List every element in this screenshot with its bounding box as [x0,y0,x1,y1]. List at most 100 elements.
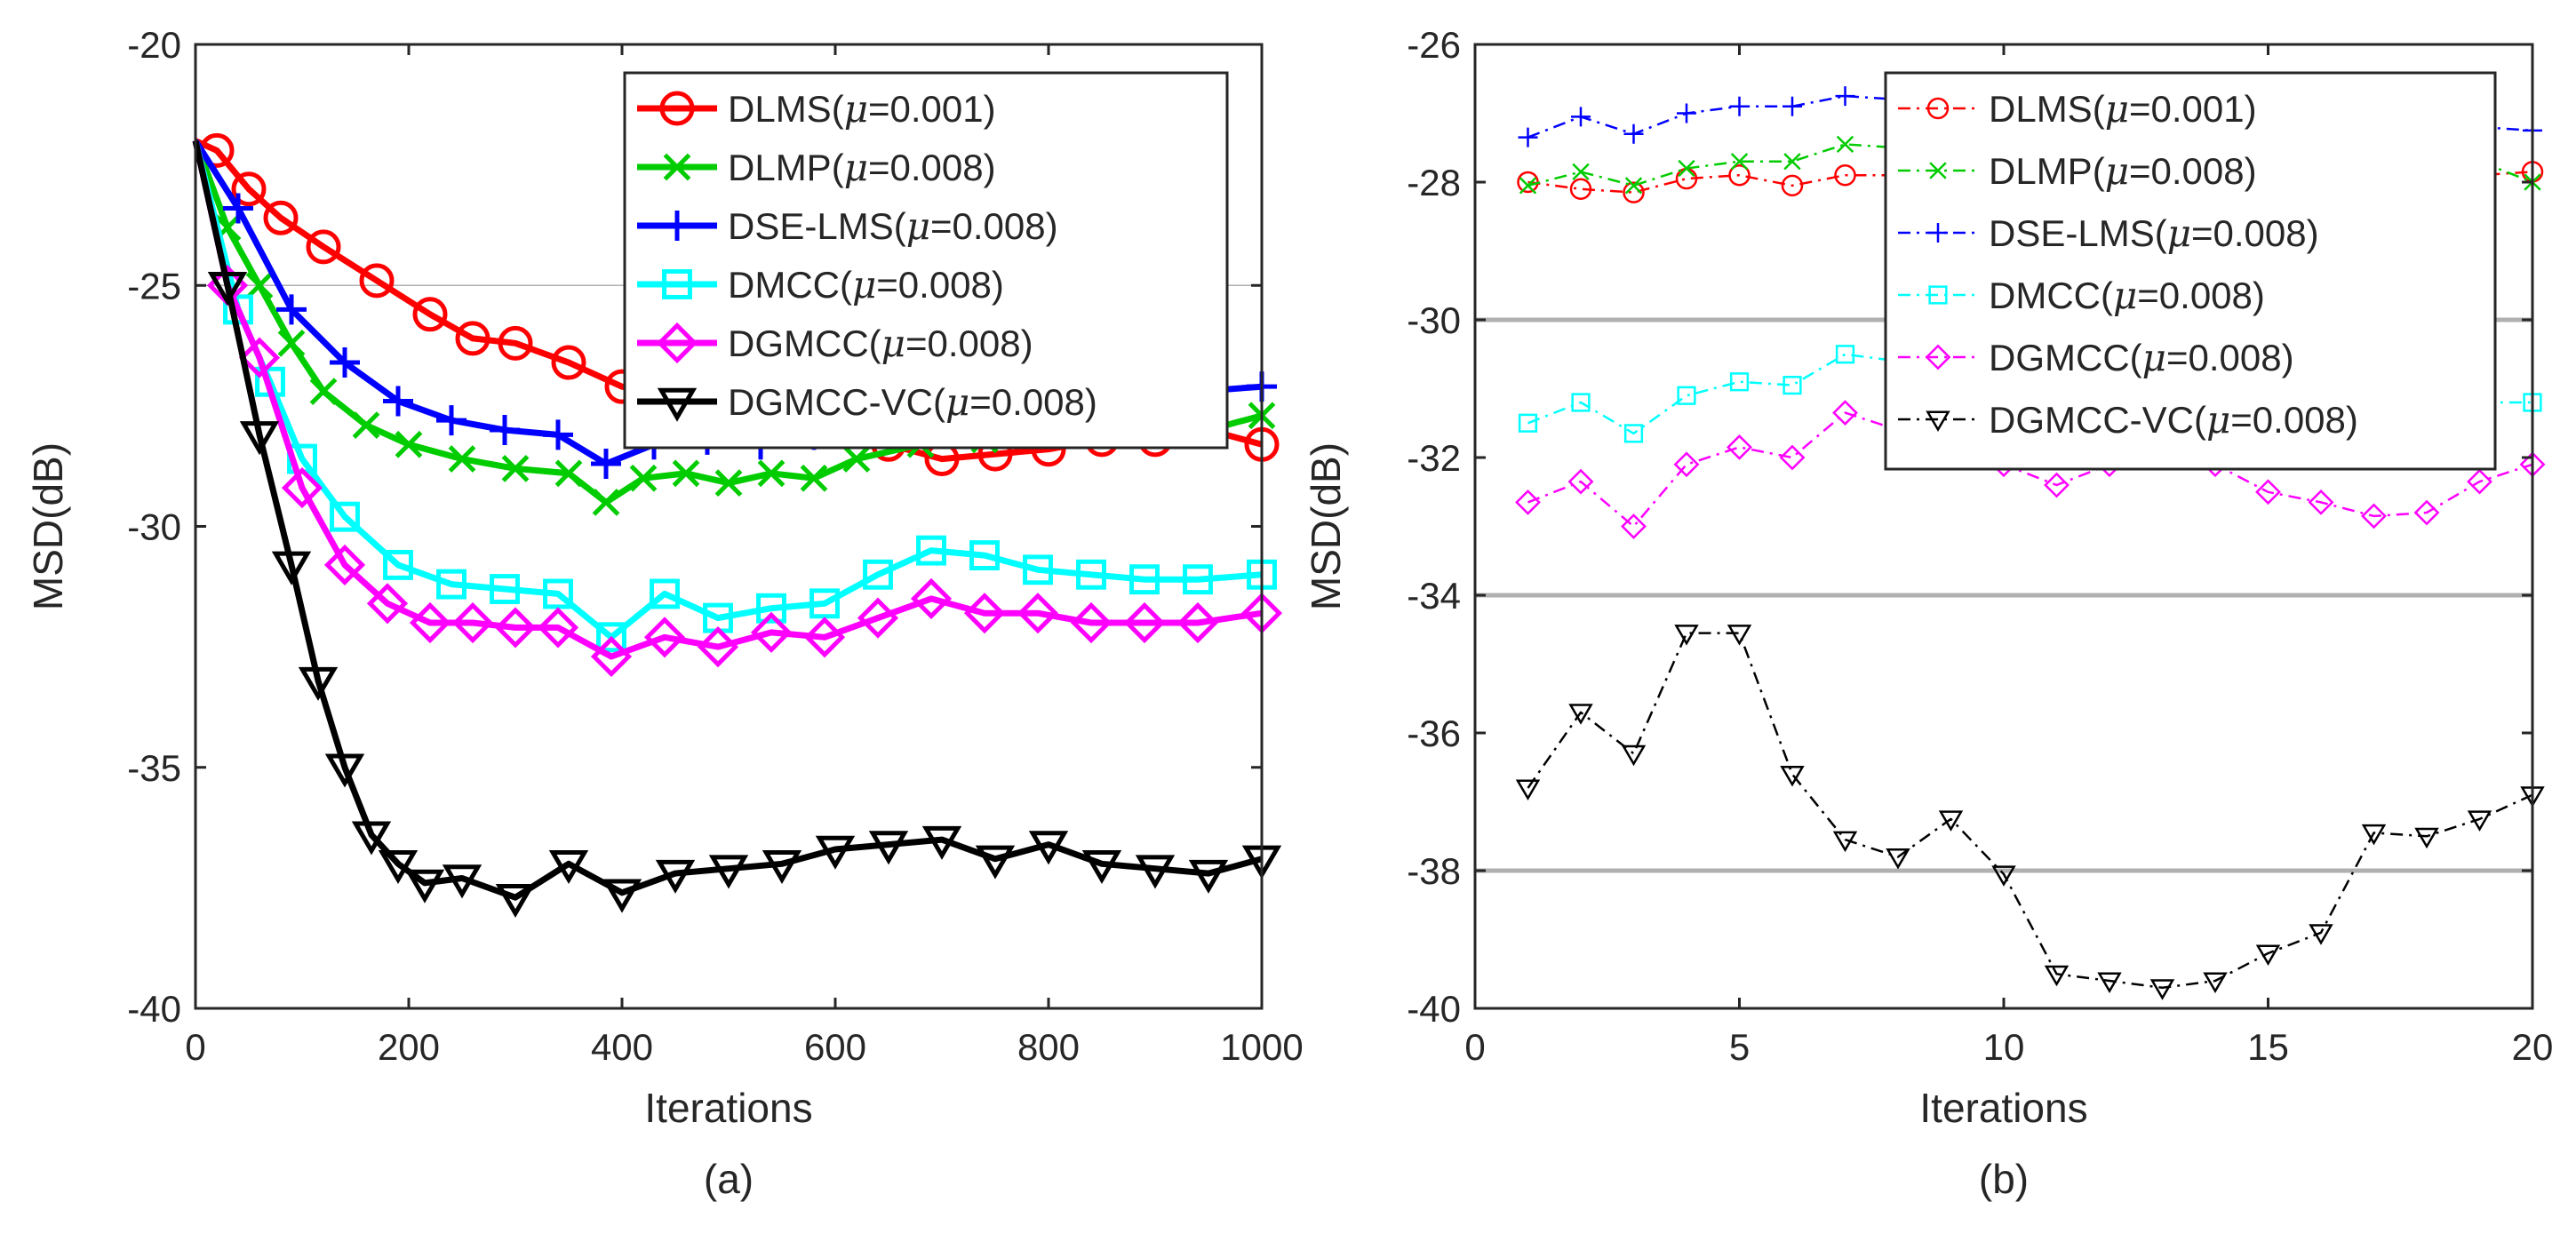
panel-a-legend-marker-dlms [659,91,695,126]
panel-a-point-dgmcc-vc-15 [762,850,802,885]
panel-b-point-dgmcc-6 [1832,400,1858,426]
panel-a-point-dlmp-3 [277,329,306,357]
panel-b-line-dgmcc-vc [1527,632,2533,990]
panel-a-legend-label-dlmp: DLMP(μ=0.008) [728,146,996,189]
panel-a-point-dlms-7 [455,321,490,356]
panel-a-point-dgmcc-8 [494,607,537,649]
panel-b-xtick-label-5: 5 [1729,1026,1750,1068]
panel-b-point-dgmcc-vc-15 [2309,924,2333,945]
panel-b-point-dmcc-2 [1623,424,1644,443]
panel-a-point-dgmcc-14 [803,617,846,658]
panel-a-point-dgmcc-4 [323,544,366,585]
panel-b-legend-item-dse-lms: DSE-LMS(μ=0.008) [1898,211,2319,255]
panel-a-point-dgmcc-2 [238,337,281,378]
panel-a-point-dgmcc-vc-19 [975,845,1016,880]
panel-b-point-dlmp-4 [1730,153,1749,171]
panel-a-point-dgmcc-vc-20 [1028,831,1069,865]
panel-a-legend-item-dgmcc: DGMCC(μ=0.008) [637,322,1033,365]
panel-b-legend-label-dgmcc-vc: DGMCC-VC(μ=0.008) [1989,398,2358,442]
panel-a-point-dgmcc-16 [910,577,953,619]
panel-b-point-dgmcc-vc-16 [2361,824,2387,846]
panel-a-point-dlmp-15 [800,464,828,492]
panel-a-point-dgmcc-vc-13 [655,859,696,894]
panel-a-point-dgmcc-vc-10 [495,883,536,919]
panel-b-point-dse-lms-1 [1571,107,1591,127]
panel-b-legend-item-dlmp: DLMP(μ=0.008) [1898,149,2257,193]
panel-a-point-dgmcc-13 [750,611,793,653]
panel-a-legend-marker-dlmp [663,153,691,181]
panel-b-point-dlms-5 [1781,174,1804,197]
panel-a-point-dmcc-13 [809,588,840,619]
panel-b-point-dlms-2 [1623,181,1645,203]
panel-a-point-dgmcc-vc-3 [271,551,312,585]
panel-b-point-dse-lms-4 [1729,96,1750,116]
panel-a-point-dlms-3 [263,200,299,235]
panel-a-point-dgmcc-vc-11 [548,850,589,885]
panel-b-legend-box [1884,71,2497,471]
panel-b-point-dmcc-3 [1677,386,1696,405]
panel-a-point-dgmcc-10 [590,635,633,678]
panel-b-point-dlmp-5 [1783,153,1801,171]
panel-a-point-dgmcc-20 [1123,601,1166,644]
panel-b-legend-label-dlmp: DLMP(μ=0.008) [1989,149,2257,193]
panel-b-point-dgmcc-0 [1515,489,1541,515]
panel-b-legend-marker-dse-lms [1928,223,1948,243]
panel-b-legend-item-dmcc: DMCC(μ=0.008) [1898,274,2265,317]
panel-b-point-dgmcc-vc-7 [1886,848,1910,870]
panel-a-line-dmcc [192,139,1263,641]
panel-b-point-dgmcc-vc-2 [1621,744,1647,767]
panel-a-point-dlmp-12 [672,459,700,488]
panel-a-point-dse-lms-1 [223,193,253,224]
panel-b-point-dlms-1 [1569,178,1592,200]
panel-a-point-dgmcc-vc-1 [207,272,248,307]
panel-a-point-dgmcc-vc-17 [868,831,909,865]
panel-a-xtick-label-600: 600 [804,1026,866,1068]
panel-a-point-dmcc-20 [1183,564,1213,595]
panel-a-point-dmcc-9 [596,622,626,653]
panel-a-legend-label-dse-lms: DSE-LMS(μ=0.008) [728,204,1058,248]
panel-b-ytick-label-32: -32 [1407,437,1461,479]
panel-a-point-dgmcc-vc-9 [442,864,483,899]
panel-a-legend-marker-dse-lms [662,211,692,241]
panel-a-point-dse-lms-3 [330,347,360,378]
panel-b-point-dlmp-2 [1624,177,1643,195]
panel-b-legend-item-dlms: DLMS(μ=0.001) [1898,87,2257,131]
panel-a-point-dgmcc-vc-23 [1188,859,1229,894]
panel-a-ylabel: MSD(dB) [25,442,71,610]
panel-a-xtick-label-800: 800 [1017,1026,1080,1068]
panel-b-point-dgmcc-14 [2255,479,2281,506]
panel-a-ytick-label-40: -40 [127,988,181,1030]
panel-b-ytick-label-28: -28 [1407,162,1461,203]
panel-a-point-dmcc-17 [1023,554,1053,585]
panel-a-point-dgmcc-15 [857,597,899,639]
panel-b-point-dmcc-0 [1518,413,1538,433]
panel-b-legend-item-dgmcc-vc: DGMCC-VC(μ=0.008) [1898,398,2358,442]
panel-b-legend-label-dse-lms: DSE-LMS(μ=0.008) [1989,211,2319,255]
panel-b-point-dgmcc-10 [2044,472,2070,498]
panel-b-legend-label-dlms: DLMS(μ=0.001) [1989,87,2257,131]
panel-b-point-dgmcc-4 [1727,434,1752,460]
panel-b-point-dgmcc-vc-11 [2097,972,2122,994]
panel-b-point-dgmcc-vc-0 [1515,779,1541,801]
panel-b-chart: 0 5 10 15 20 -40 -38 -36 -34 -32 -30 -28 -26 Iteratio… [1303,24,2553,1202]
panel-b-point-dgmcc-vc-10 [2044,965,2070,987]
panel-a-point-dmcc-12 [756,593,786,624]
panel-a-chart: 0 200 400 600 800 1000 -40 -35 -30 -25 -20 Iteratio… [25,24,1304,1202]
panel-a-point-dse-lms-6 [490,415,520,445]
panel-a-point-dlmp-14 [757,459,786,488]
panel-b-legend-marker-dlms [1926,97,1950,120]
panel-a-legend-label-dgmcc: DGMCC(μ=0.008) [728,322,1033,365]
panel-b-point-dgmcc-15 [2308,489,2334,515]
panel-a-point-dgmcc-21 [1176,601,1219,644]
panel-a-point-dlmp-11 [629,464,658,492]
panel-b-point-dgmcc-vc-12 [2149,979,2175,1000]
panel-a-point-dlmp-2 [245,271,274,299]
panel-b-legend: DLMS(μ=0.001) DLMP(μ=0.008) DSE-LMS(μ=0.00… [1884,71,2497,471]
panel-a-point-dlmp-16 [842,445,871,473]
panel-b-xlabel: Iterations [1919,1085,2087,1131]
panel-b-line-dgmcc [1527,411,2533,528]
panel-a-legend-item-dgmcc-vc: DGMCC-VC(μ=0.008) [637,380,1097,424]
panel-b-point-dgmcc-17 [2413,499,2440,526]
panel-a-legend-marker-dmcc [662,269,692,299]
